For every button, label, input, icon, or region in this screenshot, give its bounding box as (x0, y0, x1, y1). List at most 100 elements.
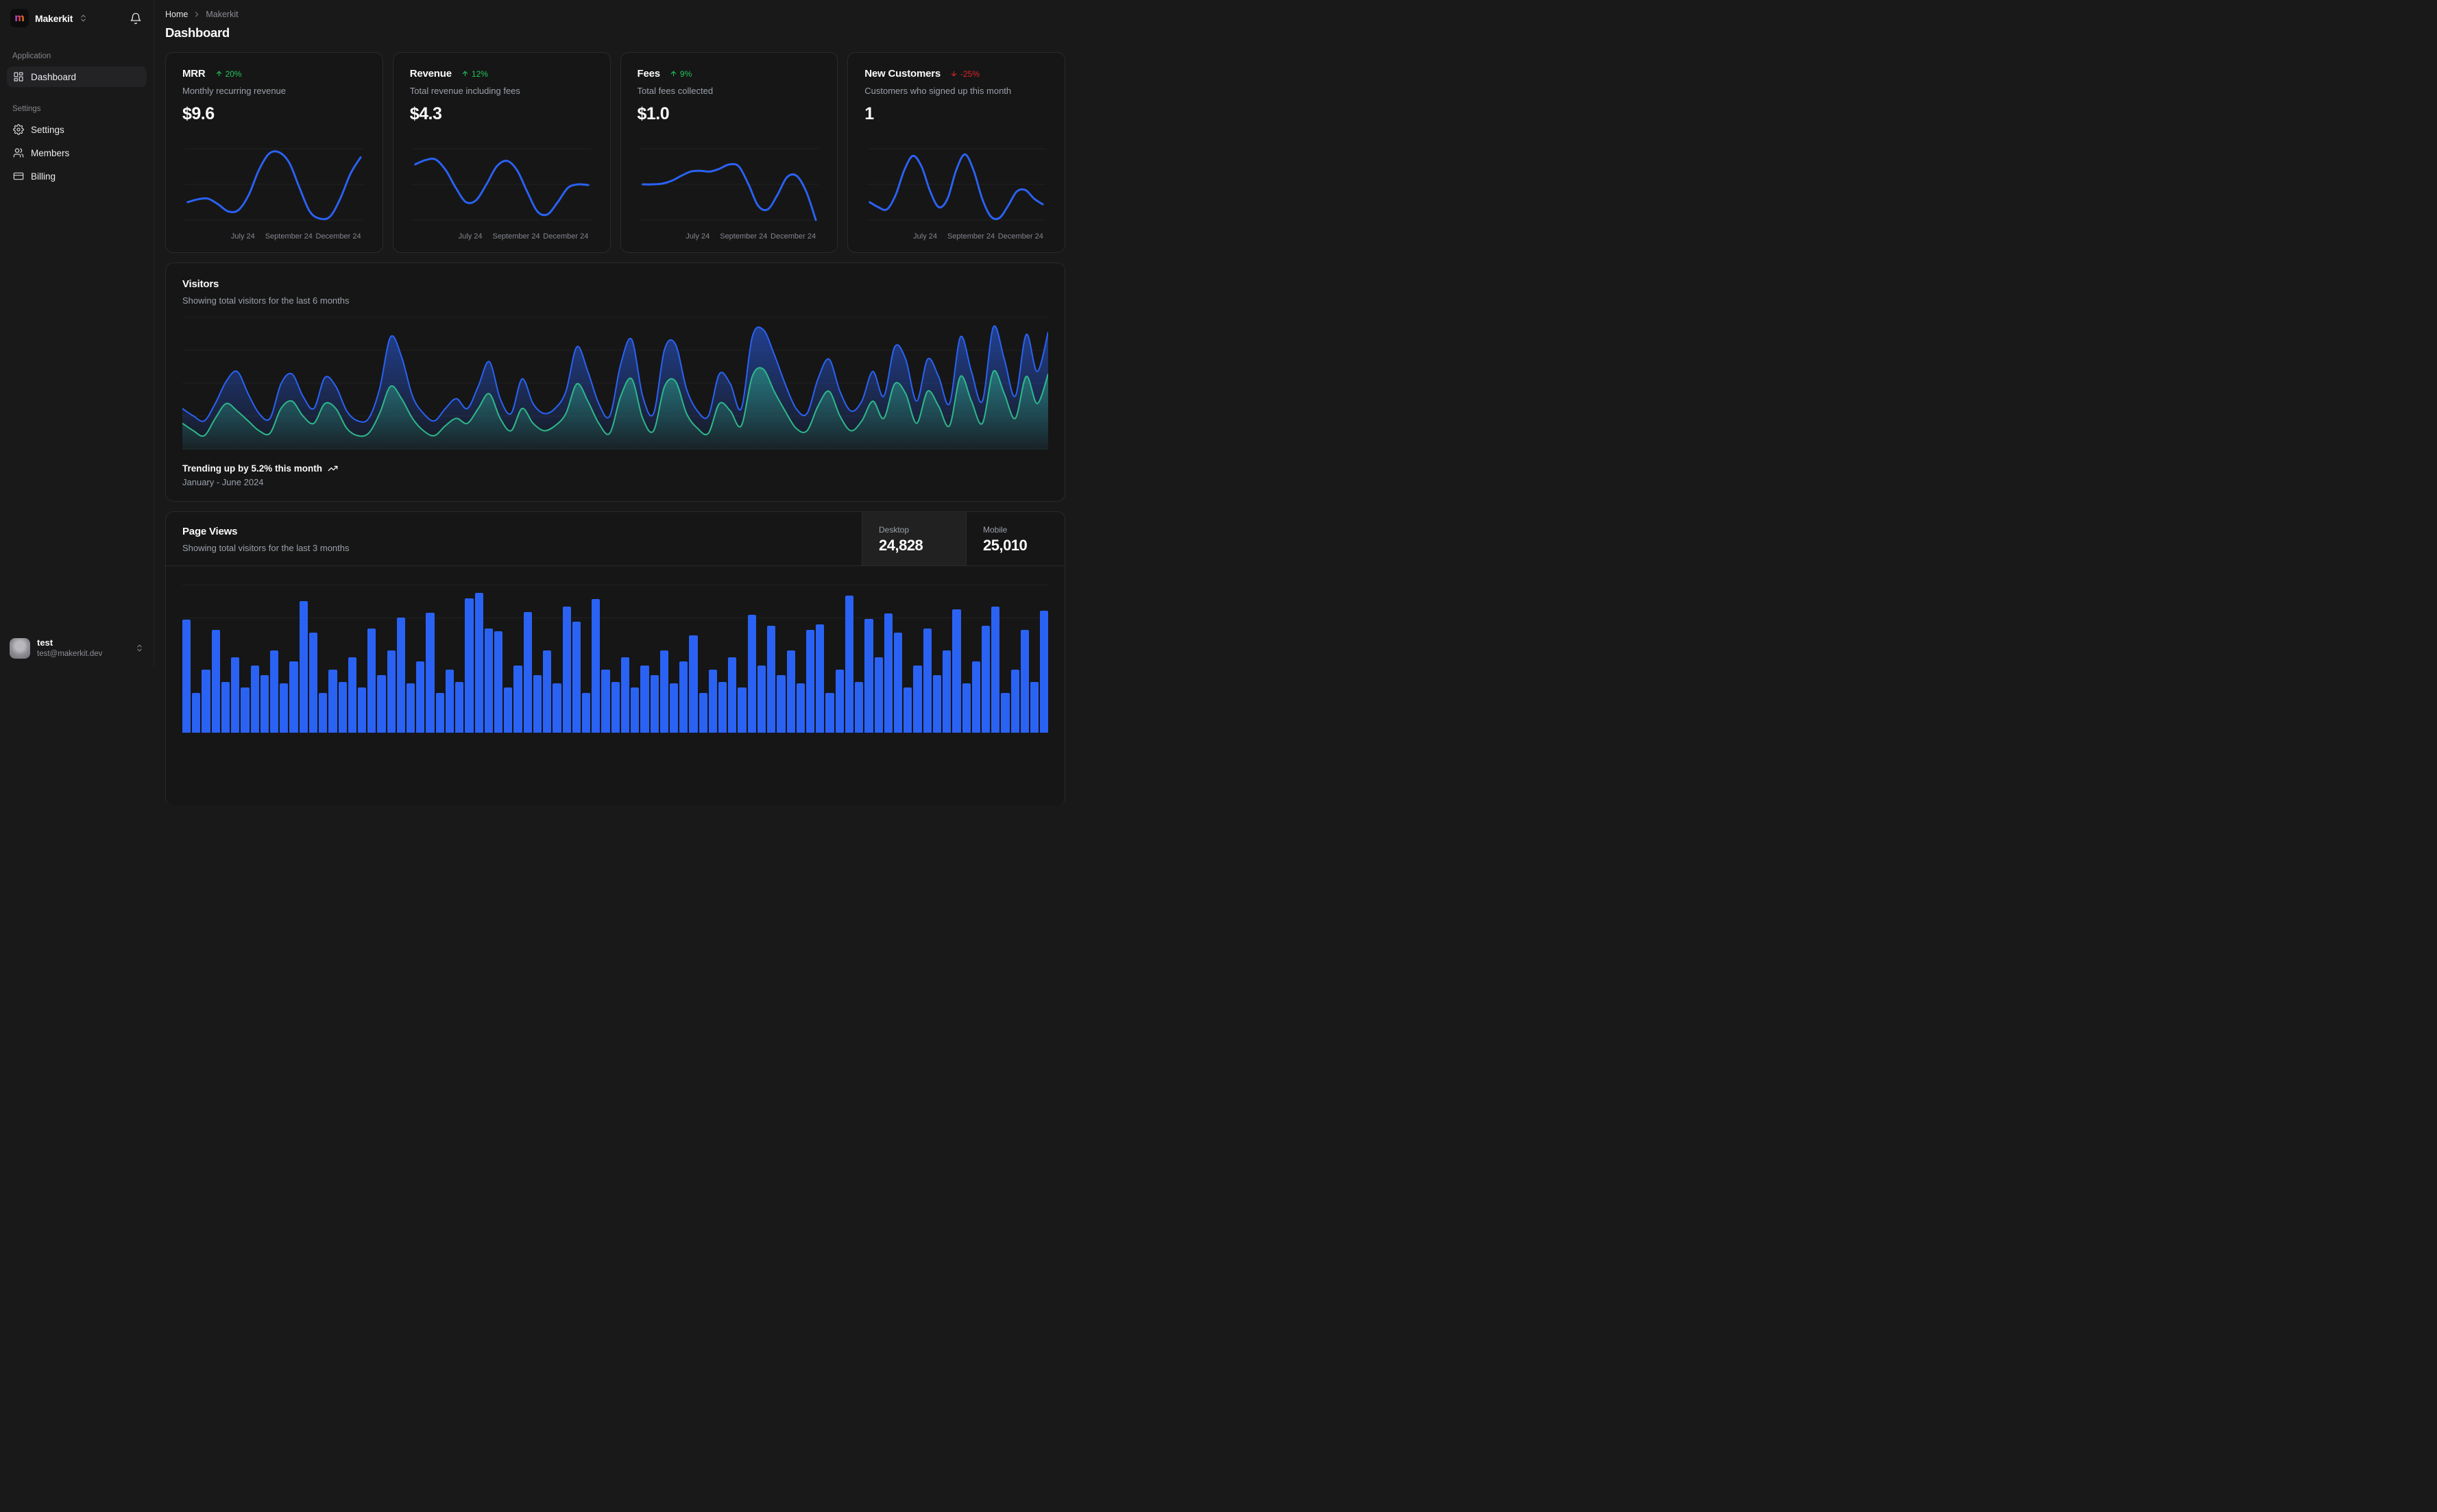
bar (864, 619, 873, 733)
page-views-subtitle: Showing total visitors for the last 3 mo… (182, 543, 350, 553)
visitors-area-chart (182, 317, 1048, 450)
tab-label: Mobile (983, 524, 1008, 535)
bar (465, 598, 474, 733)
arrow-down-icon (950, 70, 958, 77)
bar (338, 682, 347, 733)
notifications-bell-button[interactable] (128, 11, 143, 26)
tab-mobile[interactable]: Mobile 25,010 (966, 512, 1065, 565)
tab-label: Desktop (879, 524, 910, 535)
bar (816, 624, 825, 733)
trend-badge: -25% (950, 69, 980, 79)
bar (1040, 611, 1049, 733)
stat-subtitle: Customers who signed up this month (864, 86, 1012, 96)
bar (416, 661, 425, 733)
page-views-title: Page Views (182, 526, 238, 537)
bar (260, 675, 269, 733)
bar (825, 693, 834, 733)
bar (572, 622, 581, 733)
bar (231, 657, 240, 733)
trending-up-icon (328, 463, 338, 474)
bar (943, 650, 951, 733)
gear-icon (13, 124, 24, 135)
bar (669, 683, 679, 733)
bar (757, 666, 766, 733)
bar (640, 666, 649, 733)
bar (1030, 682, 1039, 733)
bar (708, 670, 718, 733)
stat-card-mrr: MRR 20% Monthly recurring revenue $9.6 J… (165, 52, 383, 253)
section-label-application: Application (12, 52, 51, 60)
sidebar-item-billing[interactable]: Billing (7, 166, 147, 186)
bar (796, 683, 805, 733)
bar (396, 618, 406, 733)
chevrons-up-down-icon (135, 644, 144, 653)
tab-desktop[interactable]: Desktop 24,828 (862, 512, 966, 565)
user-name: test (37, 637, 53, 648)
bar (806, 630, 815, 733)
bar (494, 631, 503, 733)
dashboard-grid-icon (13, 71, 24, 82)
bar (679, 661, 688, 733)
breadcrumb-home-link[interactable]: Home (165, 10, 189, 19)
bar (786, 650, 795, 733)
sidebar-item-label: Settings (31, 124, 64, 135)
stat-card-new-customers: New Customers -25% Customers who signed … (847, 52, 1065, 253)
bar (562, 607, 571, 733)
user-avatar (10, 637, 30, 659)
bar (328, 670, 337, 733)
bar (611, 682, 620, 733)
fees-sparkline-chart (640, 148, 819, 221)
bar (689, 635, 698, 733)
arrow-up-icon (670, 70, 677, 77)
trend-badge: 12% (461, 69, 488, 79)
bar (884, 613, 893, 733)
workspace-name: Makerkit (35, 12, 73, 24)
stat-cards-row: MRR 20% Monthly recurring revenue $9.6 J… (165, 52, 1065, 253)
chevron-right-icon (193, 10, 201, 19)
bar (241, 687, 250, 733)
sidebar-item-dashboard[interactable]: Dashboard (7, 66, 147, 87)
x-axis-labels: July 24 September 24 December 24 (230, 232, 361, 241)
nav-settings: Settings Members Billing (0, 119, 154, 186)
sidebar-item-label: Dashboard (31, 71, 77, 82)
bar (387, 650, 396, 733)
bar (835, 670, 844, 733)
visitors-title: Visitors (182, 278, 219, 290)
stat-subtitle: Monthly recurring revenue (182, 86, 287, 96)
sidebar-spacer (0, 186, 154, 629)
bar (923, 629, 932, 733)
bar (435, 693, 444, 733)
sidebar-item-settings[interactable]: Settings (7, 119, 147, 140)
bar (601, 670, 610, 733)
bar (893, 633, 903, 733)
bar (971, 661, 980, 733)
breadcrumb-current: Makerkit (206, 10, 239, 19)
tab-value: 25,010 (983, 536, 1028, 554)
bar (659, 650, 668, 733)
bar (357, 687, 367, 733)
x-axis-labels: July 24 September 24 December 24 (913, 232, 1043, 241)
bar (738, 687, 747, 733)
bar (182, 620, 191, 733)
workspace-selector[interactable]: m Makerkit (0, 0, 154, 34)
sidebar-item-members[interactable]: Members (7, 143, 147, 163)
bar (728, 657, 737, 733)
bar (192, 693, 201, 733)
bar (592, 599, 601, 733)
bar (504, 687, 513, 733)
bar (348, 657, 356, 733)
bar (484, 629, 493, 733)
breadcrumb: Home Makerkit (165, 10, 1065, 19)
bar (874, 657, 883, 733)
bar (631, 687, 640, 733)
bar (250, 666, 259, 733)
user-menu[interactable]: test test@makerkit.dev (0, 629, 154, 667)
bar (533, 675, 542, 733)
bar (269, 650, 279, 733)
bar (620, 657, 630, 733)
stat-card-fees: Fees 9% Total fees collected $1.0 July 2… (620, 52, 838, 253)
bar (299, 601, 308, 733)
visitors-trend-text: Trending up by 5.2% this month (182, 463, 323, 474)
bar (904, 687, 912, 733)
stat-subtitle: Total fees collected (637, 86, 714, 96)
